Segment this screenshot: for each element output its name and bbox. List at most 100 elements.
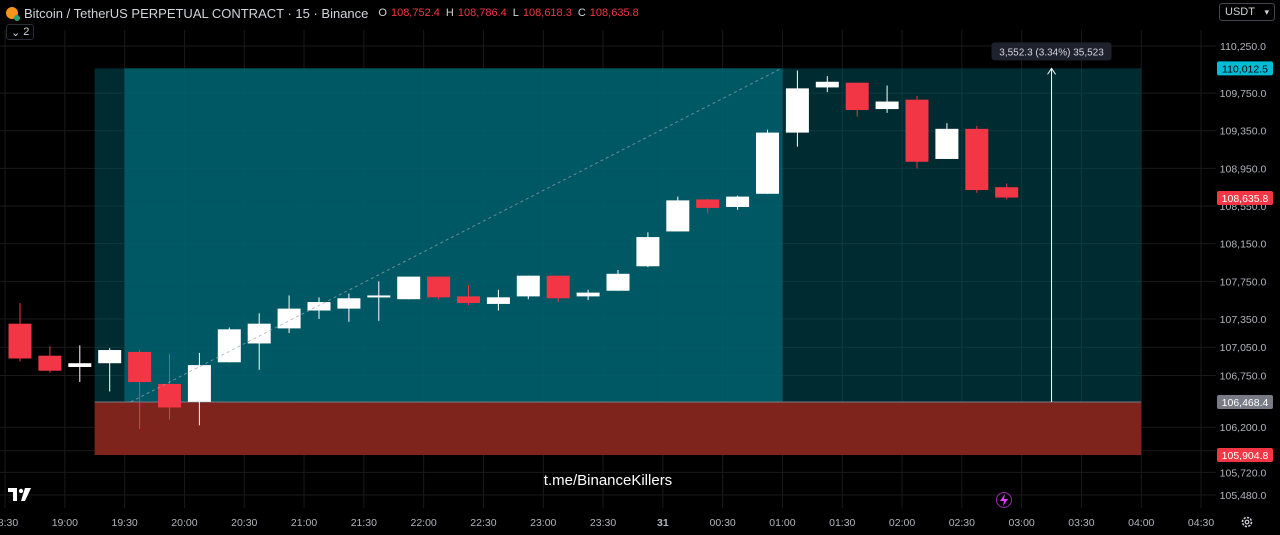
time-tick-label: 04:30: [1188, 517, 1214, 529]
close-key: C: [577, 7, 586, 19]
price-tick-label: 107,050.0: [1220, 342, 1267, 354]
candle: [38, 346, 62, 373]
target-price-badge: 110,012.5: [1222, 63, 1268, 75]
candle: [606, 270, 630, 291]
candle-body: [815, 81, 839, 88]
candle: [128, 350, 152, 430]
current-price-badge-bg: [1217, 190, 1273, 205]
candle: [307, 297, 331, 319]
candle-body: [397, 276, 421, 300]
time-tick-label: 21:00: [291, 517, 317, 529]
time-tick-label: 02:30: [949, 517, 975, 529]
gear-icon[interactable]: [1240, 515, 1254, 529]
chevron-down-icon: ▾: [1264, 6, 1269, 17]
currency-select[interactable]: USDT ▾: [1219, 3, 1275, 21]
ohlc-values: O 108,752.4 H 108,786.4 L 108,618.3 C 108,63…: [378, 7, 640, 19]
chevron-down-icon: ⌄: [11, 26, 21, 39]
stats-label-box: [991, 42, 1112, 61]
candle-body: [427, 276, 451, 298]
candle-body: [726, 196, 750, 207]
measure-arrow-icon: [1047, 67, 1056, 75]
time-tick-label: 19:30: [112, 517, 138, 529]
price-tick-label: 106,200.0: [1220, 422, 1267, 434]
candle-body: [128, 351, 152, 383]
candle: [516, 275, 540, 300]
watermark-text: t.me/BinanceKillers: [543, 472, 673, 489]
candle-body: [457, 296, 480, 303]
candle-body: [546, 275, 570, 299]
time-tick-label: 21:30: [351, 517, 377, 529]
symbol-title[interactable]: Bitcoin / TetherUS PERPETUAL CONTRACT · …: [24, 5, 369, 21]
time-tick-label: 18:30: [0, 517, 18, 529]
candle-body: [68, 363, 92, 367]
candle-body: [696, 199, 720, 208]
candle: [845, 82, 869, 117]
time-tick-label: 23:00: [530, 517, 556, 529]
candle: [785, 70, 809, 147]
close-value: 108,635.8: [589, 7, 639, 19]
stop-price-badge-bg: [1217, 448, 1273, 463]
entry-price-badge: 106,468.4: [1222, 397, 1269, 409]
price-tick-label: 105,480.0: [1220, 490, 1267, 502]
candle: [187, 352, 211, 426]
candle: [576, 289, 600, 301]
candle-body: [187, 365, 211, 402]
bitcoin-logo-icon: [6, 7, 20, 21]
candle: [935, 123, 959, 159]
open-value: 108,752.4: [390, 7, 440, 19]
high-value: 108,786.4: [457, 7, 507, 19]
price-tick-label: 105,720.0: [1220, 467, 1267, 479]
candle-body: [516, 275, 540, 297]
candle-body: [247, 323, 271, 344]
candle: [756, 129, 779, 194]
candle-body: [636, 237, 660, 267]
price-axis[interactable]: 110,250.0 109,750.0 109,350.0 108,950.0 108,…: [1217, 41, 1273, 502]
time-tick-label: 02:00: [889, 517, 915, 529]
time-axis[interactable]: 18:30 19:00 19:30 20:00 20:30 21:00 21:30 22:00…: [0, 512, 1280, 535]
target-price-badge-bg: [1217, 61, 1273, 76]
tradingview-logo-icon[interactable]: [8, 488, 32, 502]
candle: [696, 198, 720, 214]
candle-body: [367, 295, 391, 298]
candle: [546, 275, 570, 303]
candle-body: [905, 99, 929, 162]
candle-body: [486, 297, 510, 304]
indicators-toggle-button[interactable]: ⌄ 2: [6, 24, 35, 40]
time-tick-label: 00:30: [710, 517, 736, 529]
candle-body: [8, 323, 32, 359]
candle-body: [935, 128, 959, 159]
candle: [815, 76, 839, 93]
candle-body: [875, 101, 899, 110]
indicator-count: 2: [23, 26, 30, 38]
candle: [875, 85, 899, 113]
time-tick-label: 22:00: [411, 517, 437, 529]
time-tick-label: 20:00: [171, 517, 197, 529]
candle-body: [277, 308, 301, 329]
time-tick-label: 01:30: [829, 517, 855, 529]
candle: [217, 327, 241, 363]
candle-body: [217, 329, 241, 363]
entry-price-badge-bg: [1217, 394, 1273, 409]
candle-body: [995, 187, 1019, 198]
trend-line: [130, 67, 782, 403]
price-tick-label: 108,150.0: [1220, 239, 1267, 251]
low-key: L: [512, 7, 519, 19]
low-value: 108,618.3: [522, 7, 572, 19]
candle-body: [606, 273, 630, 291]
candlestick-series: [8, 70, 1019, 430]
candle: [457, 285, 480, 305]
lightning-icon[interactable]: [996, 492, 1012, 508]
candle: [68, 345, 92, 383]
price-tick-label: 107,750.0: [1220, 276, 1267, 288]
candle-body: [98, 350, 122, 364]
price-tick-label: 107,350.0: [1220, 314, 1267, 326]
time-tick-label: 03:30: [1068, 517, 1094, 529]
price-tick-label: 110,250.0: [1220, 41, 1266, 53]
stop-price-badge: 105,904.8: [1222, 450, 1269, 462]
long-position-tool[interactable]: [94, 68, 1142, 456]
candle: [636, 232, 660, 268]
time-tick-label: 03:00: [1009, 517, 1035, 529]
candle-body: [337, 298, 361, 309]
time-tick-label: 01:00: [769, 517, 795, 529]
